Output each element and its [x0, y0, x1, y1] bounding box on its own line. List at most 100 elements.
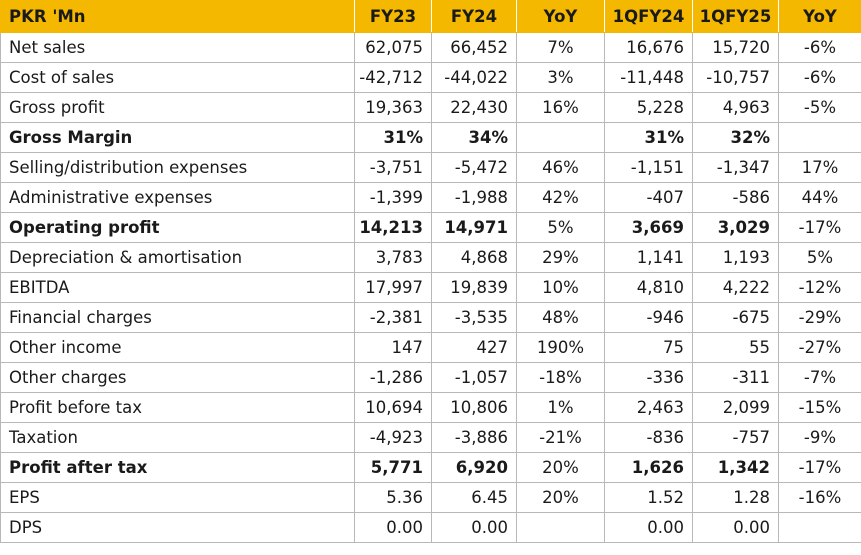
row-label: Administrative expenses: [0, 182, 355, 213]
row-label: Profit after tax: [0, 452, 355, 483]
cell-fy23: -3,751: [354, 152, 432, 183]
table-row: EPS 5.36 6.45 20% 1.52 1.28 -16%: [0, 482, 861, 513]
row-label: Operating profit: [0, 212, 355, 243]
cell-yoy-quarter: -15%: [778, 392, 861, 423]
cell-yoy-quarter: [778, 512, 861, 543]
cell-fy23: 10,694: [354, 392, 432, 423]
cell-fy24: 14,971: [431, 212, 517, 243]
cell-1qfy25: 32%: [692, 122, 779, 153]
cell-1qfy24: 16,676: [604, 32, 693, 63]
cell-fy23: 0.00: [354, 512, 432, 543]
cell-yoy-annual: [516, 122, 605, 153]
cell-yoy-quarter: -16%: [778, 482, 861, 513]
table-row: Gross profit 19,363 22,430 16% 5,228 4,963 -5%: [0, 92, 861, 123]
cell-yoy-quarter: 5%: [778, 242, 861, 273]
header-fy24: FY24: [431, 0, 517, 33]
cell-1qfy24: 2,463: [604, 392, 693, 423]
cell-1qfy25: -1,347: [692, 152, 779, 183]
cell-fy23: 62,075: [354, 32, 432, 63]
cell-1qfy24: 4,810: [604, 272, 693, 303]
cell-1qfy25: -757: [692, 422, 779, 453]
cell-1qfy25: -675: [692, 302, 779, 333]
financial-table: PKR 'Mn FY23 FY24 YoY 1QFY24 1QFY25 YoY …: [0, 0, 861, 543]
cell-1qfy24: 31%: [604, 122, 693, 153]
table-row: Selling/distribution expenses -3,751 -5,47…: [0, 152, 861, 183]
cell-yoy-annual: 29%: [516, 242, 605, 273]
cell-yoy-annual: 20%: [516, 452, 605, 483]
table-row: Financial charges -2,381 -3,535 48% -946 -675…: [0, 302, 861, 333]
cell-fy23: -2,381: [354, 302, 432, 333]
cell-yoy-quarter: -12%: [778, 272, 861, 303]
cell-fy23: -42,712: [354, 62, 432, 93]
cell-yoy-annual: 10%: [516, 272, 605, 303]
cell-1qfy24: 1,626: [604, 452, 693, 483]
cell-yoy-quarter: -7%: [778, 362, 861, 393]
cell-fy24: 19,839: [431, 272, 517, 303]
cell-fy23: -1,286: [354, 362, 432, 393]
cell-fy24: -44,022: [431, 62, 517, 93]
cell-1qfy25: 55: [692, 332, 779, 363]
table-row: Other charges -1,286 -1,057 -18% -336 -311 -7%: [0, 362, 861, 393]
cell-fy24: 10,806: [431, 392, 517, 423]
table-row: Gross Margin 31% 34% 31% 32%: [0, 122, 861, 153]
cell-fy24: 6,920: [431, 452, 517, 483]
cell-1qfy24: 1.52: [604, 482, 693, 513]
cell-1qfy25: 1.28: [692, 482, 779, 513]
header-1qfy25: 1QFY25: [692, 0, 779, 33]
row-label: Other income: [0, 332, 355, 363]
table-row: DPS 0.00 0.00 0.00 0.00: [0, 512, 861, 543]
row-label: Financial charges: [0, 302, 355, 333]
cell-yoy-quarter: -9%: [778, 422, 861, 453]
table-row: Profit after tax 5,771 6,920 20% 1,626 1,342-…: [0, 452, 861, 483]
cell-yoy-annual: 20%: [516, 482, 605, 513]
cell-1qfy25: 0.00: [692, 512, 779, 543]
cell-1qfy25: 3,029: [692, 212, 779, 243]
table-row: Depreciation & amortisation 3,783 4,868 29%…: [0, 242, 861, 273]
cell-yoy-annual: 1%: [516, 392, 605, 423]
cell-yoy-annual: 3%: [516, 62, 605, 93]
cell-1qfy24: -946: [604, 302, 693, 333]
cell-1qfy24: 0.00: [604, 512, 693, 543]
row-label: EPS: [0, 482, 355, 513]
header-yoy-quarter: YoY: [778, 0, 861, 33]
cell-yoy-quarter: 44%: [778, 182, 861, 213]
cell-yoy-quarter: -17%: [778, 212, 861, 243]
cell-yoy-quarter: -29%: [778, 302, 861, 333]
cell-1qfy25: -586: [692, 182, 779, 213]
cell-fy24: -3,535: [431, 302, 517, 333]
cell-fy24: -3,886: [431, 422, 517, 453]
cell-fy23: 3,783: [354, 242, 432, 273]
cell-fy23: 14,213: [354, 212, 432, 243]
cell-1qfy24: 75: [604, 332, 693, 363]
row-label: Other charges: [0, 362, 355, 393]
cell-fy23: 5.36: [354, 482, 432, 513]
cell-1qfy24: -336: [604, 362, 693, 393]
cell-fy23: 147: [354, 332, 432, 363]
cell-yoy-annual: -21%: [516, 422, 605, 453]
cell-1qfy25: 1,193: [692, 242, 779, 273]
cell-fy24: 66,452: [431, 32, 517, 63]
cell-fy23: 31%: [354, 122, 432, 153]
cell-fy24: 34%: [431, 122, 517, 153]
table-row: Profit before tax 10,694 10,806 1% 2,463 2,09…: [0, 392, 861, 423]
cell-yoy-annual: 16%: [516, 92, 605, 123]
cell-1qfy24: 5,228: [604, 92, 693, 123]
cell-fy24: 6.45: [431, 482, 517, 513]
cell-1qfy25: 1,342: [692, 452, 779, 483]
cell-fy24: 0.00: [431, 512, 517, 543]
header-row: PKR 'Mn FY23 FY24 YoY 1QFY24 1QFY25 YoY: [0, 0, 861, 33]
header-yoy-annual: YoY: [516, 0, 605, 33]
row-label: Selling/distribution expenses: [0, 152, 355, 183]
table-row: Net sales 62,075 66,452 7% 16,676 15,720 -6%: [0, 32, 861, 63]
cell-1qfy24: -836: [604, 422, 693, 453]
cell-yoy-quarter: [778, 122, 861, 153]
row-label: Gross profit: [0, 92, 355, 123]
cell-1qfy24: -1,151: [604, 152, 693, 183]
cell-yoy-quarter: -27%: [778, 332, 861, 363]
cell-1qfy24: -11,448: [604, 62, 693, 93]
header-fy23: FY23: [354, 0, 432, 33]
cell-fy24: 22,430: [431, 92, 517, 123]
cell-fy24: 427: [431, 332, 517, 363]
cell-yoy-quarter: -6%: [778, 32, 861, 63]
header-currency: PKR 'Mn: [0, 0, 355, 33]
